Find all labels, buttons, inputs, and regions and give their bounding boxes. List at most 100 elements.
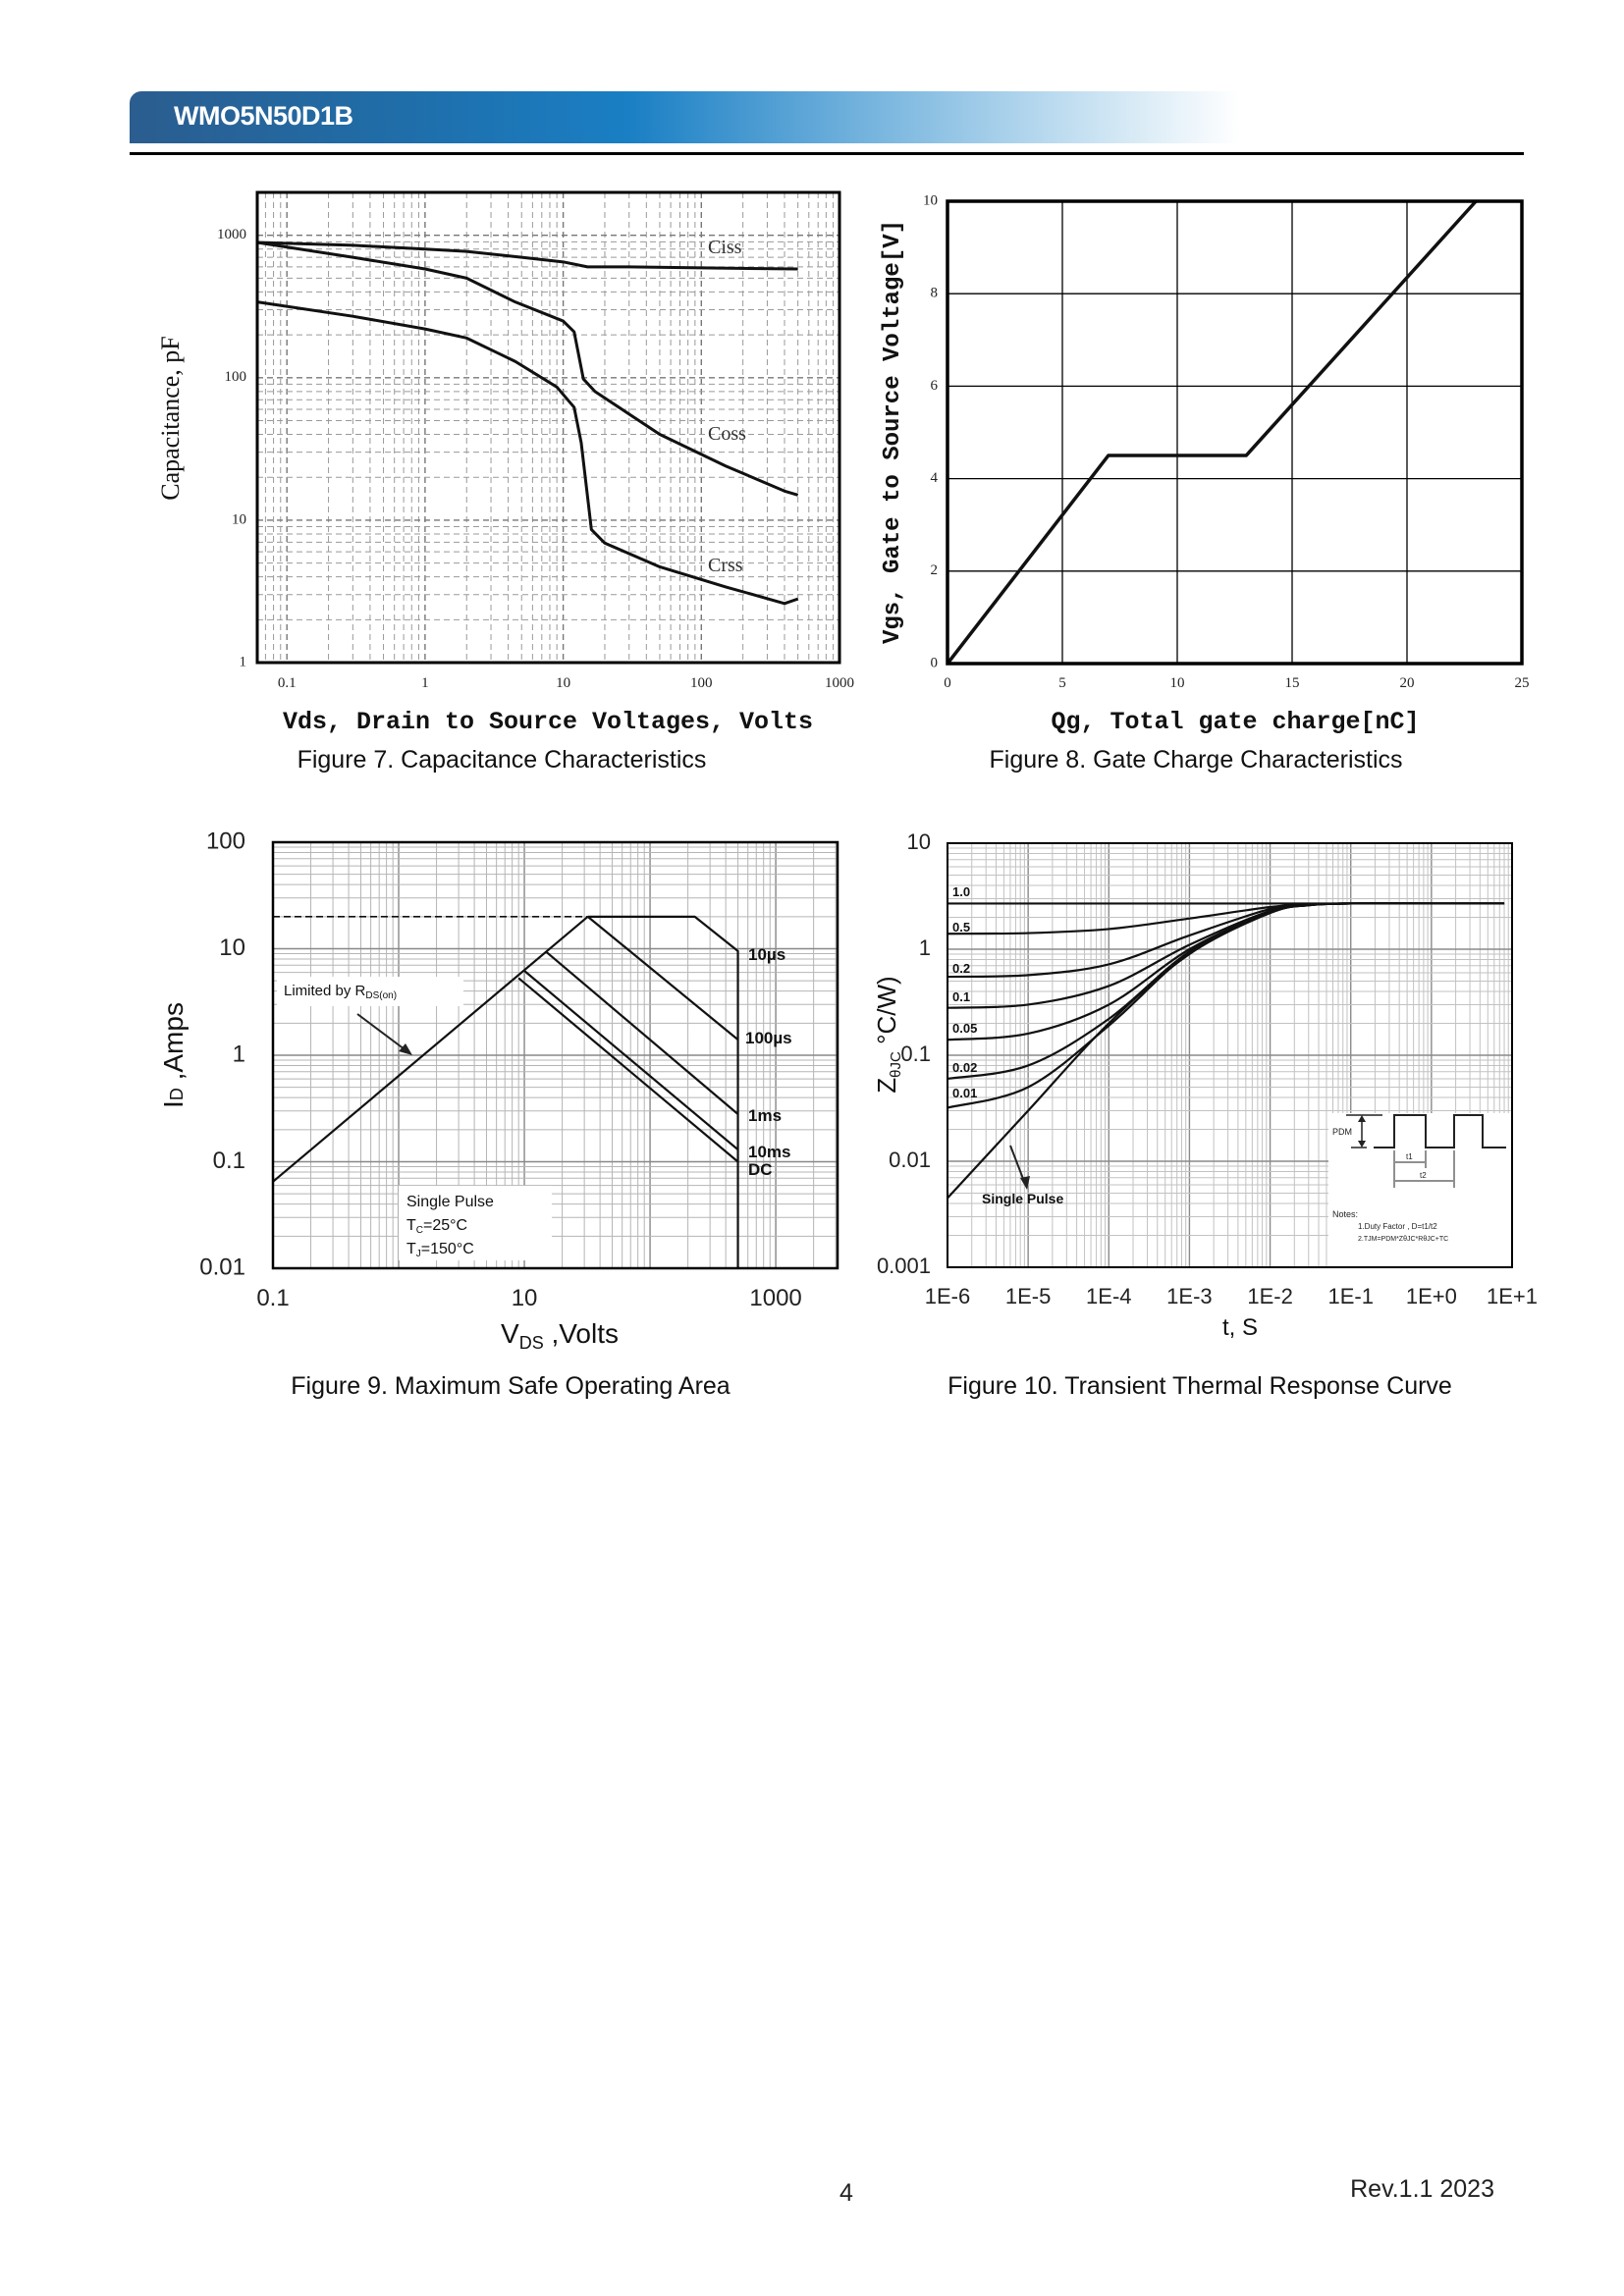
x-tick-label: 1E+0: [1406, 1284, 1457, 1308]
x-tick-label: 1E-1: [1327, 1284, 1373, 1308]
pulse-waveform: [1374, 1114, 1506, 1148]
x-tick-label: 10: [556, 675, 570, 691]
x-tick-label: 5: [1058, 675, 1066, 691]
series-line: [523, 970, 739, 1150]
series-line: [256, 240, 798, 271]
series-line: [272, 915, 589, 1183]
svg-text:Single Pulse: Single Pulse: [406, 1194, 494, 1210]
y-tick-label: 100: [225, 369, 247, 385]
grid: [273, 842, 838, 1268]
series-line: [256, 300, 799, 606]
fig7-ylabel: Capacitance, pF: [156, 336, 185, 501]
x-tick-label: 0.1: [278, 675, 297, 691]
plot-frame: [946, 199, 1524, 666]
gate-charge-chart: 0 5 10 15 20 25 0 2 4 6 8 10: [923, 192, 1530, 691]
series-label: 1ms: [748, 1106, 782, 1125]
svg-text:1.Duty Factor , D=t1/t2: 1.Duty Factor , D=t1/t2: [1358, 1222, 1437, 1231]
x-tick-label: 0.1: [256, 1285, 289, 1311]
series-label: 1.0: [952, 884, 970, 899]
fig10-xlabel: t, S: [1222, 1314, 1258, 1341]
duty-cycle-inset: PDM t1 t2 Notes: 1.Duty Factor , D=t1/t2…: [1328, 1113, 1511, 1266]
figure-7-caption: Figure 7. Capacitance Characteristics: [297, 746, 707, 774]
figure-10-caption: Figure 10. Transient Thermal Response Cu…: [947, 1372, 1452, 1400]
x-tick-label: 20: [1400, 675, 1415, 691]
fig9-ylabel: ID ,Amps: [158, 1002, 189, 1108]
x-tick-label: 1: [421, 675, 429, 691]
y-tick-label: 0: [931, 655, 939, 670]
series-line: [946, 199, 1478, 666]
plot-frame: [271, 840, 839, 1270]
x-tick-label: 1E+1: [1487, 1284, 1538, 1308]
y-tick-label: 1: [233, 1041, 245, 1067]
series-label: 0.01: [952, 1086, 977, 1100]
part-number-title: WMO5N50D1B: [174, 101, 353, 131]
fig10-ylabel: ZθJC °C/W): [872, 976, 904, 1093]
svg-text:2.TJM=PDM*ZθJC*RθJC+TC: 2.TJM=PDM*ZθJC*RθJC+TC: [1358, 1236, 1448, 1243]
y-tick-label: 1: [919, 935, 931, 960]
svg-text:Single Pulse: Single Pulse: [982, 1191, 1063, 1206]
series-label: 0.5: [952, 920, 970, 934]
series-label: Ciss: [708, 237, 742, 258]
y-tick-label: 0.001: [877, 1254, 931, 1278]
revision-label: Rev.1.1 2023: [1350, 2175, 1494, 2203]
x-tick-label: 100: [690, 675, 713, 691]
y-tick-label: 10: [923, 192, 938, 208]
grid: [947, 200, 1523, 665]
series-line: [947, 902, 1505, 1009]
arrow-head-icon: [1020, 1176, 1030, 1190]
x-tick-label: 1E-5: [1005, 1284, 1051, 1308]
test-conditions-annotation: Single Pulse TC=25°C TJ=150°C: [399, 1186, 552, 1260]
y-tick-label: 10: [232, 511, 246, 527]
svg-text:TC=25°C: TC=25°C: [406, 1217, 467, 1236]
fig7-xlabel: Vds, Drain to Source Voltages, Volts: [283, 708, 813, 736]
x-tick-label: 1E-2: [1247, 1284, 1292, 1308]
series-label: 100µs: [745, 1029, 792, 1047]
fig9-xlabel: VDS ,Volts: [501, 1318, 619, 1353]
page-number: 4: [839, 2179, 853, 2207]
series-line: [256, 240, 799, 497]
series-line: [545, 951, 739, 1115]
series-label: Coss: [708, 423, 746, 445]
rds-limit-annotation: Limited by RDS(on): [277, 977, 463, 1055]
x-tick-label: 25: [1515, 675, 1530, 691]
y-tick-label: 1000: [217, 227, 246, 242]
svg-text:t1: t1: [1406, 1152, 1413, 1161]
series-label: 10ms: [748, 1143, 790, 1161]
y-tick-label: 100: [206, 828, 245, 854]
capacitance-chart: Ciss Coss Crss 0.1 1 10 100 1000 1 10 100 1000: [217, 190, 854, 691]
header-divider: [130, 152, 1524, 155]
y-tick-label: 0.01: [199, 1254, 245, 1280]
y-tick-label: 1: [240, 654, 247, 669]
figure-9-caption: Figure 9. Maximum Safe Operating Area: [291, 1372, 731, 1400]
y-tick-label: 0.1: [213, 1148, 245, 1174]
fig8-ylabel: Vgs, Gate to Source Voltage[V]: [880, 220, 906, 644]
arrow-up-icon: [1358, 1115, 1366, 1122]
svg-text:Notes:: Notes:: [1332, 1209, 1358, 1219]
series-line: [587, 915, 739, 1268]
series-line: [517, 977, 739, 1163]
y-tick-label: 4: [931, 470, 939, 486]
plot-frame: [255, 190, 841, 665]
y-tick-label: 0.01: [889, 1148, 931, 1172]
plot-frame: [947, 842, 1513, 1268]
series-line: [947, 902, 1505, 1200]
svg-text:t2: t2: [1420, 1171, 1427, 1180]
x-tick-label: 15: [1285, 675, 1300, 691]
x-tick-label: 1000: [749, 1285, 801, 1311]
series-label: DC: [748, 1160, 773, 1179]
figure-8-caption: Figure 8. Gate Charge Characteristics: [989, 746, 1403, 774]
svg-text:Limited by RDS(on): Limited by RDS(on): [284, 983, 397, 1001]
y-tick-label: 0.1: [900, 1041, 931, 1066]
series-label: 0.02: [952, 1060, 977, 1075]
y-tick-label: 8: [931, 286, 939, 301]
series-label: 0.1: [952, 989, 970, 1004]
y-tick-label: 10: [907, 829, 931, 854]
arrow-head-icon: [399, 1043, 412, 1055]
svg-text:PDM: PDM: [1332, 1127, 1352, 1137]
y-tick-label: 10: [219, 934, 245, 961]
single-pulse-annotation: Single Pulse: [982, 1145, 1063, 1206]
y-tick-label: 6: [931, 378, 939, 394]
